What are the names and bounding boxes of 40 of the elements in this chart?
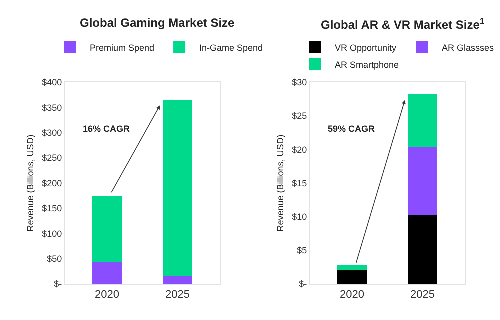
y-tick-label: $20: [292, 144, 308, 155]
legend-label: VR Opportunity: [335, 42, 398, 53]
legend-label: Premium Spend: [90, 42, 155, 53]
y-tick-label: $250: [42, 153, 62, 164]
bar: [162, 276, 193, 284]
y-tick-label: $30: [292, 78, 308, 88]
bar: [408, 94, 438, 148]
chart-title: Global AR & VR Market Size$^{1}$: [321, 16, 485, 32]
annotation: 59% CAGR: [328, 124, 376, 134]
y-tick-label: $200: [42, 178, 62, 188]
bar: [92, 196, 122, 262]
y-axis-title: Revenue (Billions, USD): [276, 134, 286, 232]
bar: [337, 265, 368, 271]
y-tick-label: $-: [299, 279, 308, 290]
x-tick-label: 2020: [340, 289, 365, 302]
y-tick-label: $50: [47, 254, 62, 264]
bar: [337, 270, 368, 284]
bar: [92, 262, 122, 284]
y-tick-label: $25: [292, 111, 308, 122]
legend-label: AR Glassses: [442, 42, 495, 53]
legend-label: In-Game Spend: [200, 42, 264, 53]
y-tick-label: $100: [42, 228, 62, 239]
y-tick-label: $150: [42, 204, 62, 214]
y-tick-label: $-: [54, 279, 62, 290]
y-tick-label: $350: [42, 102, 62, 113]
y-tick-label: $400: [42, 78, 62, 88]
chart-title: Global Gaming Market Size: [80, 16, 236, 30]
legend-label: AR Smartphone: [335, 60, 400, 70]
bar: [408, 215, 438, 284]
bar: [162, 100, 193, 276]
y-tick-label: $15: [292, 178, 308, 188]
y-tick-label: $5: [297, 246, 308, 256]
x-tick-label: 2025: [165, 289, 190, 302]
y-tick-label: $300: [42, 128, 62, 138]
y-tick-label: $10: [292, 212, 308, 222]
y-axis-title: Revenue (Billions, USD): [26, 134, 36, 232]
x-tick-label: 2020: [95, 289, 120, 302]
bar: [408, 148, 438, 216]
annotation: 16% CAGR: [83, 124, 131, 134]
x-tick-label: 2025: [410, 289, 435, 302]
